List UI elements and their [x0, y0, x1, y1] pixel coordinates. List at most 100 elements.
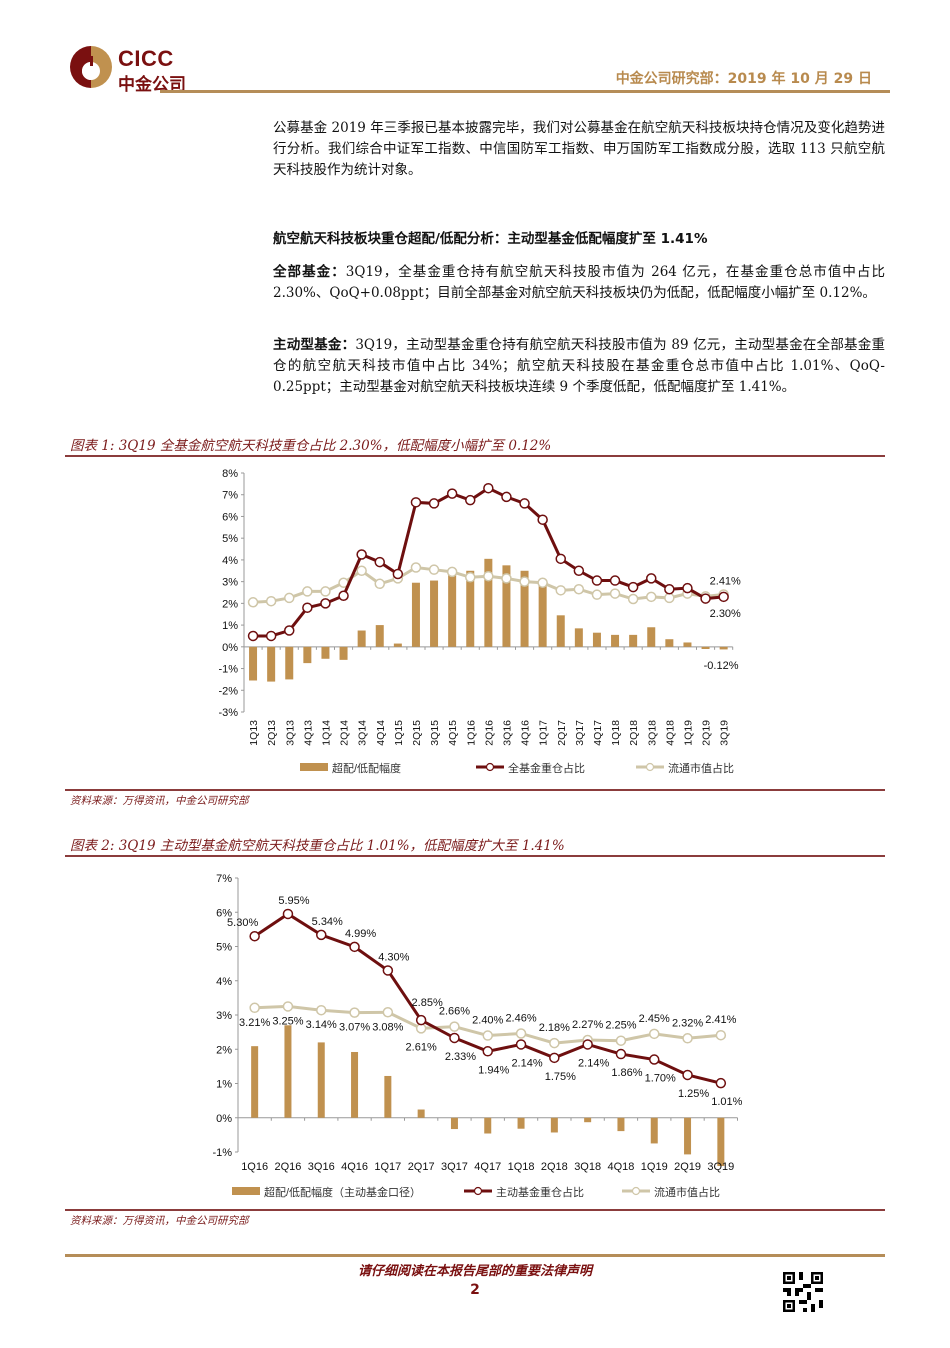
data-label: 5.30%: [227, 917, 258, 929]
data-point: [591, 589, 603, 600]
data-point: [284, 625, 295, 636]
data-point: [664, 592, 675, 604]
x-tick-label: 2Q13: [266, 720, 278, 746]
x-tick-label: 1Q17: [374, 1161, 401, 1173]
legal-disclaimer-note: 请仔细阅读在本报告尾部的重要法律声明: [357, 1264, 592, 1279]
data-label: 1.86%: [611, 1067, 642, 1079]
figure2-top-rule: [65, 855, 885, 857]
y-tick-label: 2%: [216, 1044, 232, 1056]
x-tick-label: 1Q18: [508, 1161, 535, 1173]
figure2-title: 图表 2: 3Q19 主动型基金航空航天科技重仓占比 1.01%，低配幅度扩大至…: [70, 838, 565, 854]
x-tick-label: 2Q16: [483, 720, 495, 746]
data-label: 2.45%: [639, 1013, 670, 1025]
data-point: [682, 1069, 693, 1081]
cicc-logo-icon: [70, 46, 112, 88]
data-point: [483, 570, 494, 582]
active-funds-text: 3Q19，主动型基金重仓持有航空航天科技股市值为 89 亿元，主动型基金在全部基…: [273, 337, 885, 395]
bar: [284, 1025, 292, 1118]
series-line: [254, 1004, 721, 1045]
data-label: 4.30%: [378, 951, 409, 963]
data-point: [282, 1001, 294, 1012]
legend-label: 流通市值占比: [668, 761, 734, 775]
data-point: [446, 566, 458, 578]
annotation-float: 2.41%: [710, 575, 741, 587]
data-label: 1.94%: [478, 1064, 509, 1076]
bar: [303, 646, 312, 664]
x-tick-label: 4Q17: [474, 1161, 501, 1173]
bar: [411, 582, 420, 647]
x-tick-label: 3Q19: [707, 1161, 734, 1173]
data-point: [555, 553, 566, 565]
x-tick-label: 2Q19: [701, 720, 713, 746]
bar: [357, 630, 366, 647]
data-point: [718, 591, 729, 603]
x-tick-label: 4Q16: [341, 1161, 368, 1173]
legend-swatch-bar: [232, 1187, 260, 1195]
bar: [717, 1117, 725, 1167]
data-label: 2.32%: [672, 1017, 703, 1029]
data-point: [715, 1029, 727, 1041]
data-point: [415, 1014, 427, 1026]
data-point: [615, 1048, 627, 1060]
x-tick-label: 4Q14: [375, 720, 387, 746]
bar: [484, 1117, 492, 1134]
data-point: [482, 1030, 493, 1041]
y-tick-label: 3%: [222, 577, 238, 589]
x-tick-label: 3Q18: [646, 720, 658, 746]
data-point: [265, 630, 277, 642]
data-point: [338, 590, 349, 602]
bar: [719, 646, 728, 650]
data-label: 2.14%: [511, 1057, 542, 1069]
bar: [430, 580, 439, 647]
data-point: [555, 585, 566, 596]
data-label: 2.25%: [605, 1020, 636, 1032]
bar: [647, 627, 656, 647]
data-point: [284, 592, 295, 604]
figure2-bottom-rule: [65, 1209, 885, 1211]
data-label: 2.40%: [472, 1015, 503, 1027]
bar: [339, 646, 348, 660]
data-label: 3.07%: [339, 1022, 370, 1034]
data-point: [320, 586, 331, 597]
data-point: [515, 1039, 527, 1050]
data-label: 2.27%: [572, 1019, 603, 1031]
figure1-title: 图表 1: 3Q19 全基金航空航天科技重仓占比 2.30%，低配幅度小幅扩至 …: [70, 438, 552, 454]
data-point: [356, 549, 367, 560]
data-point: [465, 572, 476, 583]
data-point: [449, 1021, 460, 1032]
bar: [550, 1117, 558, 1133]
x-tick-label: 1Q19: [641, 1161, 668, 1173]
data-label: 2.66%: [439, 1006, 470, 1018]
bar: [321, 646, 330, 659]
x-tick-label: 1Q16: [241, 1161, 268, 1173]
data-label: 5.34%: [312, 916, 343, 928]
bar: [484, 558, 493, 647]
data-point: [482, 1046, 493, 1057]
data-point: [382, 965, 394, 976]
data-point: [249, 930, 260, 942]
bar: [665, 639, 674, 647]
bar: [375, 625, 384, 647]
y-tick-label: 4%: [216, 976, 232, 988]
all-funds-text: 3Q19，全基金重仓持有航空航天科技股市值为 264 亿元，在基金重仓总市值中占…: [273, 264, 885, 301]
bar: [617, 1117, 625, 1132]
bar: [417, 1109, 425, 1118]
x-tick-label: 2Q18: [628, 720, 640, 746]
data-label: 3.08%: [372, 1021, 403, 1033]
data-point: [247, 597, 259, 608]
data-point: [410, 562, 422, 573]
data-label: 3.21%: [239, 1017, 270, 1029]
data-point: [609, 588, 621, 599]
bar: [584, 1117, 592, 1123]
x-tick-label: 4Q17: [592, 720, 604, 746]
bar: [684, 1117, 692, 1155]
data-point: [627, 581, 639, 593]
data-point: [302, 602, 313, 613]
data-point: [609, 575, 621, 586]
data-point: [591, 575, 603, 586]
y-tick-label: 1%: [222, 620, 238, 632]
bar: [285, 646, 294, 680]
data-point: [316, 1004, 327, 1016]
qr-code-icon: [783, 1272, 823, 1312]
